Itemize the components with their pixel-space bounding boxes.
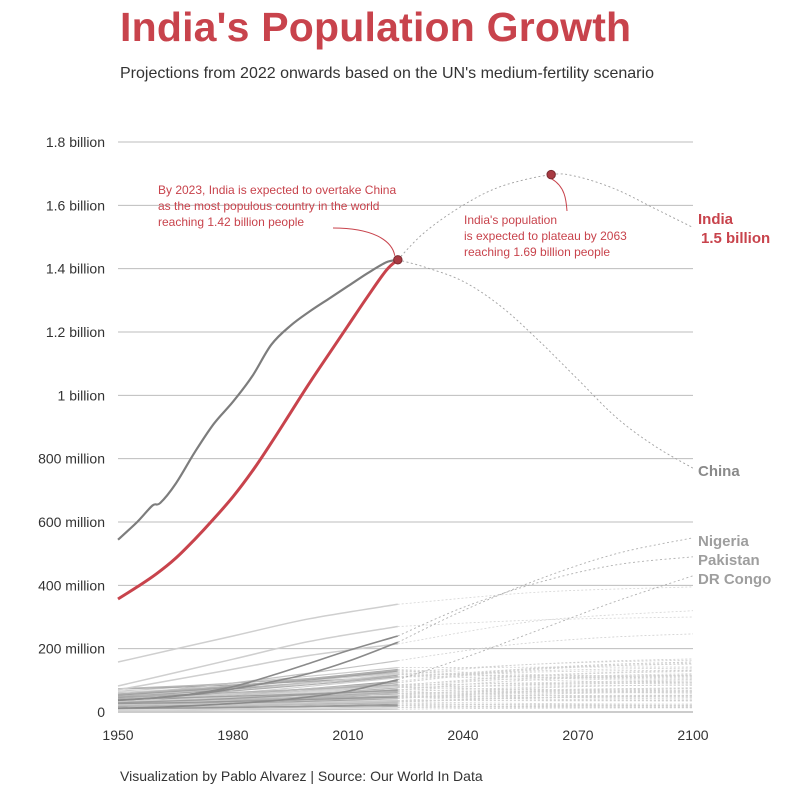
gridlines bbox=[118, 141, 693, 713]
y-tick-label: 1.6 billion bbox=[46, 197, 105, 213]
background-country-line bbox=[117, 706, 398, 711]
background-country-projection bbox=[397, 662, 694, 684]
plateau-point-marker bbox=[546, 169, 556, 180]
background-country-line bbox=[117, 684, 398, 697]
india-end-label: India bbox=[698, 211, 734, 228]
y-tick-label: 1 billion bbox=[58, 387, 105, 403]
x-tick-label: 1980 bbox=[217, 727, 248, 743]
pakistan-historical-line bbox=[117, 635, 399, 702]
background-country-projection bbox=[397, 586, 694, 605]
background-country-projection bbox=[397, 674, 694, 683]
chart-footer: Visualization by Pablo Alvarez | Source:… bbox=[120, 768, 483, 784]
background-country-line bbox=[117, 667, 398, 692]
background-country-projection bbox=[397, 686, 694, 693]
annotations: By 2023, India is expected to overtake C… bbox=[158, 169, 627, 265]
y-tick-label: 800 million bbox=[38, 451, 105, 467]
india-historical-line bbox=[117, 258, 399, 601]
background-country-projection bbox=[397, 700, 694, 702]
background-country-projection bbox=[397, 703, 694, 707]
china-projection-line bbox=[397, 259, 694, 469]
background-country-line bbox=[117, 701, 398, 706]
pakistan-end-label: Pakistan bbox=[698, 552, 760, 569]
dr-congo-end-label: DR Congo bbox=[698, 571, 771, 588]
background-country-projection bbox=[397, 669, 694, 682]
background-country-line bbox=[117, 689, 398, 704]
plateau-annotation-connector bbox=[550, 178, 568, 212]
china-historical-line bbox=[117, 258, 399, 541]
plateau-annotation-text: reaching 1.69 billion people bbox=[464, 245, 610, 259]
background-country-line bbox=[117, 670, 398, 696]
background-country-line bbox=[117, 708, 398, 711]
plateau-annotation-text: India's population bbox=[464, 213, 557, 227]
plateau-annotation-text: is expected to plateau by 2063 bbox=[464, 229, 627, 243]
background-country-projection bbox=[397, 686, 694, 691]
background-country-projection bbox=[397, 616, 694, 627]
background-country-projection bbox=[397, 707, 694, 710]
y-tick-label: 1.2 billion bbox=[46, 324, 105, 340]
background-country-projection bbox=[397, 633, 694, 662]
y-tick-label: 200 million bbox=[38, 641, 105, 657]
china-end-label: China bbox=[698, 463, 740, 480]
background-country-line bbox=[117, 676, 398, 699]
x-tick-label: 2070 bbox=[562, 727, 593, 743]
nigeria-end-label: Nigeria bbox=[698, 533, 750, 550]
chart-subtitle: Projections from 2022 onwards based on t… bbox=[120, 65, 654, 82]
x-tick-label: 2010 bbox=[332, 727, 363, 743]
overtake-annotation-text: as the most populous country in the worl… bbox=[158, 199, 379, 213]
y-tick-label: 1.8 billion bbox=[46, 134, 105, 150]
y-tick-label: 400 million bbox=[38, 577, 105, 593]
x-tick-label: 1950 bbox=[102, 727, 133, 743]
overtake-point-marker bbox=[393, 255, 403, 265]
series-lines: India 1.5 billion China Nigeria Pakistan DR C… bbox=[117, 173, 771, 709]
dr-congo-projection-line bbox=[397, 575, 694, 681]
nigeria-projection-line bbox=[397, 537, 694, 643]
y-tick-label: 1.4 billion bbox=[46, 261, 105, 277]
axes: 0 200 million 400 million 600 million 800 mi… bbox=[38, 134, 709, 743]
background-country-projection bbox=[397, 610, 694, 645]
y-tick-label: 0 bbox=[97, 704, 105, 720]
x-tick-label: 2100 bbox=[677, 727, 708, 743]
background-country-line bbox=[117, 703, 398, 710]
background-country-line bbox=[117, 660, 398, 696]
india-end-label: 1.5 billion bbox=[701, 230, 770, 247]
background-country-projection bbox=[397, 661, 694, 683]
background-country-line bbox=[117, 691, 398, 706]
dr-congo-historical-line bbox=[117, 678, 398, 709]
overtake-annotation-text: By 2023, India is expected to overtake C… bbox=[158, 183, 396, 197]
chart-title: India's Population Growth bbox=[120, 4, 632, 50]
background-country-line bbox=[117, 643, 398, 691]
x-tick-label: 2040 bbox=[447, 727, 478, 743]
background-country-line bbox=[117, 603, 398, 663]
background-country-line bbox=[117, 625, 398, 687]
overtake-annotation-connector bbox=[332, 227, 396, 256]
overtake-annotation-text: reaching 1.42 billion people bbox=[158, 215, 304, 229]
y-tick-label: 600 million bbox=[38, 514, 105, 530]
